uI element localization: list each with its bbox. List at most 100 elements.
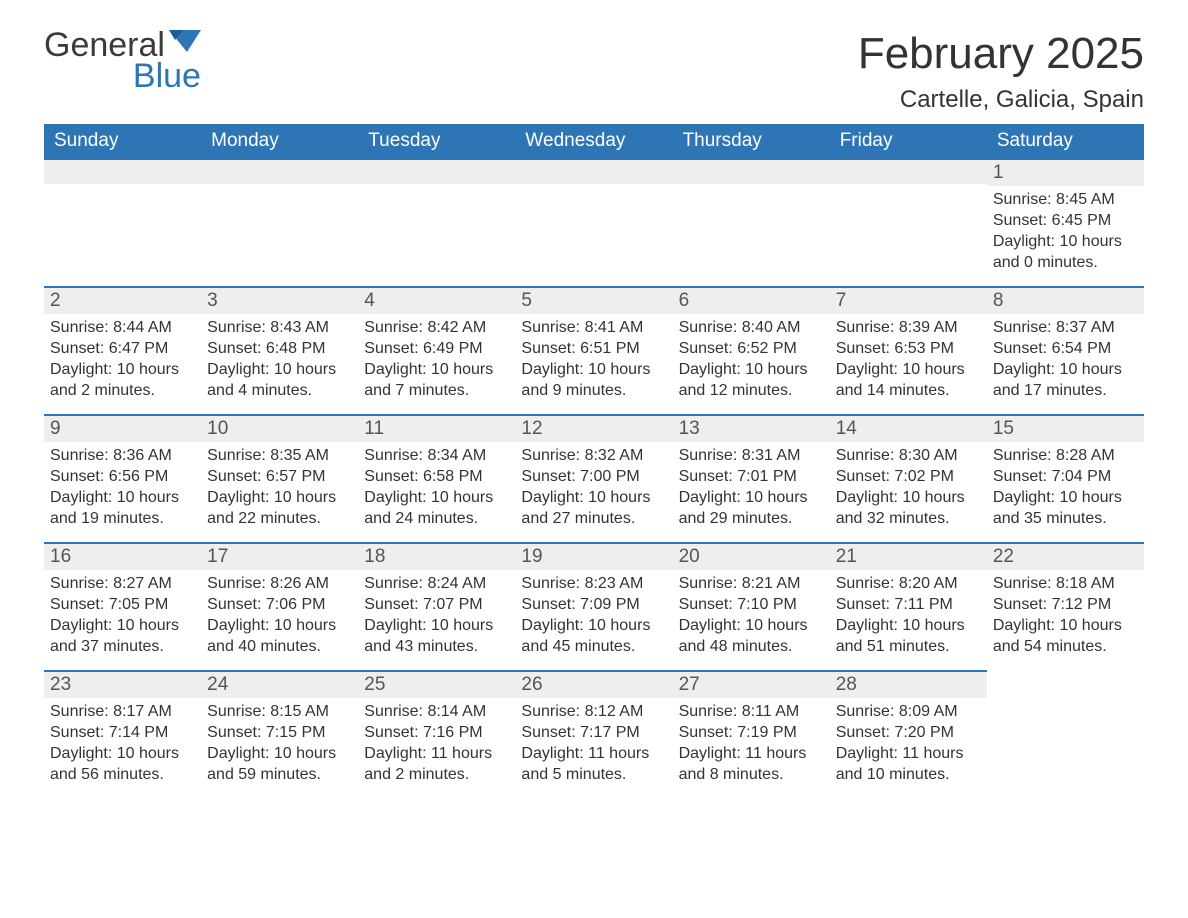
day: 1Sunrise: 8:45 AMSunset: 6:45 PMDaylight… [987,158,1144,286]
daylight-line: Daylight: 11 hours and 2 minutes. [364,744,509,786]
weekday-header: Monday [201,124,358,158]
sunrise-value: 8:43 AM [270,319,329,336]
empty-day-bar [358,158,515,184]
daylight-line: Daylight: 11 hours and 5 minutes. [521,744,666,786]
sunset-label: Sunset: [521,340,575,357]
sunrise-value: 8:18 AM [1056,575,1115,592]
day-number: 11 [358,414,515,442]
sunrise-line: Sunrise: 8:17 AM [50,702,195,723]
daylight-label: Daylight: [207,489,269,506]
daylight-label: Daylight: [50,489,112,506]
daylight-label: Daylight: [521,617,583,634]
day-number: 20 [673,542,830,570]
day-number: 9 [44,414,201,442]
day: 8Sunrise: 8:37 AMSunset: 6:54 PMDaylight… [987,286,1144,414]
day-number: 17 [201,542,358,570]
sunrise-label: Sunrise: [993,447,1052,464]
daylight-line: Daylight: 10 hours and 4 minutes. [207,360,352,402]
daylight-label: Daylight: [364,617,426,634]
daylight-line: Daylight: 10 hours and 43 minutes. [364,616,509,658]
calendar-cell [673,158,830,286]
sunrise-label: Sunrise: [50,703,109,720]
day-number: 23 [44,670,201,698]
calendar-cell: 5Sunrise: 8:41 AMSunset: 6:51 PMDaylight… [515,286,672,414]
calendar-cell: 23Sunrise: 8:17 AMSunset: 7:14 PMDayligh… [44,670,201,798]
sunset-label: Sunset: [521,596,575,613]
sunset-line: Sunset: 6:48 PM [207,339,352,360]
calendar-cell: 7Sunrise: 8:39 AMSunset: 6:53 PMDaylight… [830,286,987,414]
day: 11Sunrise: 8:34 AMSunset: 6:58 PMDayligh… [358,414,515,542]
sunrise-line: Sunrise: 8:45 AM [993,190,1138,211]
day-number: 22 [987,542,1144,570]
sunset-value: 6:56 PM [109,468,169,485]
calendar-cell: 17Sunrise: 8:26 AMSunset: 7:06 PMDayligh… [201,542,358,670]
sunset-value: 7:11 PM [894,596,952,613]
sunrise-value: 8:36 AM [113,447,172,464]
day-details: Sunrise: 8:27 AMSunset: 7:05 PMDaylight:… [44,570,201,667]
daylight-label: Daylight: [50,617,112,634]
day: 19Sunrise: 8:23 AMSunset: 7:09 PMDayligh… [515,542,672,670]
sunrise-label: Sunrise: [679,447,738,464]
day-details: Sunrise: 8:31 AMSunset: 7:01 PMDaylight:… [673,442,830,539]
sunset-label: Sunset: [521,468,575,485]
sunset-value: 7:15 PM [266,724,326,741]
sunrise-label: Sunrise: [679,703,738,720]
day-number: 18 [358,542,515,570]
sunset-line: Sunset: 7:12 PM [993,595,1138,616]
sunrise-value: 8:31 AM [742,447,801,464]
daylight-line: Daylight: 10 hours and 37 minutes. [50,616,195,658]
sunrise-value: 8:34 AM [427,447,486,464]
sunrise-line: Sunrise: 8:14 AM [364,702,509,723]
day: 14Sunrise: 8:30 AMSunset: 7:02 PMDayligh… [830,414,987,542]
sunset-value: 7:00 PM [580,468,640,485]
sunrise-label: Sunrise: [679,319,738,336]
day: 16Sunrise: 8:27 AMSunset: 7:05 PMDayligh… [44,542,201,670]
daylight-label: Daylight: [679,489,741,506]
sunrise-line: Sunrise: 8:28 AM [993,446,1138,467]
day: 27Sunrise: 8:11 AMSunset: 7:19 PMDayligh… [673,670,830,798]
sunrise-line: Sunrise: 8:41 AM [521,318,666,339]
daylight-label: Daylight: [364,745,426,762]
sunset-label: Sunset: [50,596,104,613]
sunset-label: Sunset: [207,468,261,485]
calendar-cell: 10Sunrise: 8:35 AMSunset: 6:57 PMDayligh… [201,414,358,542]
sunrise-line: Sunrise: 8:30 AM [836,446,981,467]
sunrise-label: Sunrise: [993,191,1052,208]
sunset-value: 7:10 PM [737,596,797,613]
daylight-label: Daylight: [50,361,112,378]
sunrise-value: 8:35 AM [270,447,329,464]
sunrise-line: Sunrise: 8:20 AM [836,574,981,595]
sunset-label: Sunset: [50,468,104,485]
day: 12Sunrise: 8:32 AMSunset: 7:00 PMDayligh… [515,414,672,542]
day-number: 14 [830,414,987,442]
sunrise-value: 8:20 AM [899,575,958,592]
day: 13Sunrise: 8:31 AMSunset: 7:01 PMDayligh… [673,414,830,542]
daylight-label: Daylight: [521,361,583,378]
sunrise-line: Sunrise: 8:35 AM [207,446,352,467]
sunset-label: Sunset: [50,724,104,741]
calendar-cell [44,158,201,286]
empty-day-bar [830,158,987,184]
daylight-label: Daylight: [993,617,1055,634]
sunset-label: Sunset: [836,724,890,741]
daylight-line: Daylight: 10 hours and 19 minutes. [50,488,195,530]
location: Cartelle, Galicia, Spain [858,86,1144,114]
daylight-label: Daylight: [364,489,426,506]
day-number: 3 [201,286,358,314]
sunset-value: 7:14 PM [109,724,169,741]
day: 2Sunrise: 8:44 AMSunset: 6:47 PMDaylight… [44,286,201,414]
day-details: Sunrise: 8:41 AMSunset: 6:51 PMDaylight:… [515,314,672,411]
sunrise-value: 8:45 AM [1056,191,1115,208]
sunset-line: Sunset: 6:56 PM [50,467,195,488]
day-number: 28 [830,670,987,698]
day-number: 7 [830,286,987,314]
day-details: Sunrise: 8:11 AMSunset: 7:19 PMDaylight:… [673,698,830,795]
sunrise-line: Sunrise: 8:39 AM [836,318,981,339]
sunrise-label: Sunrise: [521,575,580,592]
daylight-line: Daylight: 10 hours and 27 minutes. [521,488,666,530]
day-details: Sunrise: 8:18 AMSunset: 7:12 PMDaylight:… [987,570,1144,667]
sunset-line: Sunset: 7:06 PM [207,595,352,616]
calendar-cell: 20Sunrise: 8:21 AMSunset: 7:10 PMDayligh… [673,542,830,670]
sunset-label: Sunset: [50,340,104,357]
sunset-value: 7:04 PM [1052,468,1112,485]
